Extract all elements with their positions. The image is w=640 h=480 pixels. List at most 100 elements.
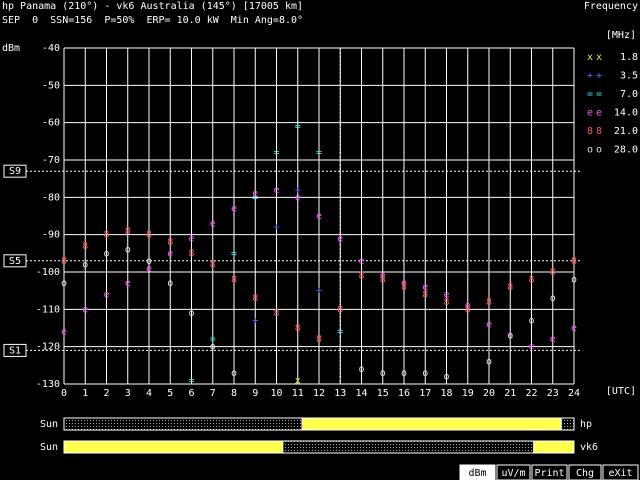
- data-point: e: [82, 304, 88, 315]
- data-point: 8: [295, 323, 301, 334]
- data-point: e: [528, 342, 534, 353]
- y-tick-label: -70: [42, 155, 60, 166]
- y-tick-label: -130: [36, 379, 60, 390]
- data-point: o: [61, 278, 67, 289]
- x-tick-label: 0: [61, 388, 67, 399]
- data-point: =: [337, 327, 343, 338]
- data-point: 8: [252, 293, 258, 304]
- data-point: o: [507, 330, 513, 341]
- y-tick-label: -40: [42, 43, 60, 54]
- y-tick-label: -80: [42, 192, 60, 203]
- data-point: e: [295, 192, 301, 203]
- data-point: e: [380, 271, 386, 282]
- legend-marker: 8: [587, 126, 593, 137]
- sun-station: hp: [580, 419, 592, 430]
- y-tick-label: -90: [42, 230, 60, 241]
- data-point: =: [316, 148, 322, 159]
- legend-label: 3.5: [620, 71, 638, 82]
- legend-marker: +: [596, 71, 602, 82]
- legend-marker: =: [587, 89, 593, 100]
- legend-marker: =: [596, 89, 602, 100]
- x-tick-label: 16: [398, 388, 410, 399]
- data-point: =: [188, 375, 194, 386]
- button-bg[interactable]: [568, 464, 602, 480]
- header-line: hp Panama (210°) - vk6 Australia (145°) …: [2, 1, 303, 12]
- button-bg[interactable]: [531, 464, 568, 480]
- legend-marker: e: [587, 108, 593, 119]
- legend-marker: x: [587, 52, 593, 63]
- data-point: 8: [231, 274, 237, 285]
- s-marker-label: S5: [9, 256, 21, 267]
- legend-label: 21.0: [614, 126, 638, 137]
- data-point: 8: [146, 230, 152, 241]
- data-point: +: [316, 286, 322, 297]
- button[interactable]: eXit: [608, 468, 632, 479]
- data-point: 8: [507, 282, 513, 293]
- data-point: 8: [103, 230, 109, 241]
- data-point: e: [316, 211, 322, 222]
- data-point: 8: [167, 237, 173, 248]
- data-point: o: [380, 368, 386, 379]
- data-point: e: [337, 233, 343, 244]
- button[interactable]: dBm: [468, 468, 486, 479]
- data-point: e: [401, 278, 407, 289]
- data-point: 8: [380, 274, 386, 285]
- s-marker-label: S1: [9, 345, 21, 356]
- data-point: e: [507, 330, 513, 341]
- data-point: o: [167, 278, 173, 289]
- x-tick-label: 12: [313, 388, 325, 399]
- data-point: 8: [337, 304, 343, 315]
- data-point: 8: [528, 274, 534, 285]
- data-point: 8: [273, 308, 279, 319]
- data-point: e: [486, 319, 492, 330]
- data-point: 8: [188, 248, 194, 259]
- y-tick-label: -60: [42, 118, 60, 129]
- sun-station: vk6: [580, 442, 598, 453]
- data-point: e: [465, 301, 471, 312]
- button[interactable]: Chg: [576, 468, 594, 479]
- data-point: e: [210, 218, 216, 229]
- data-point: +: [273, 222, 279, 233]
- x-tick-label: 17: [419, 388, 431, 399]
- button-bg[interactable]: [602, 464, 639, 480]
- legend-label: 14.0: [614, 108, 638, 119]
- sun-label: Sun: [40, 419, 58, 430]
- x-tick-label: 5: [167, 388, 173, 399]
- x-tick-label: 7: [210, 388, 216, 399]
- x-tick-label: 20: [483, 388, 495, 399]
- data-point: o: [358, 364, 364, 375]
- data-point: 8: [486, 297, 492, 308]
- button[interactable]: Print: [534, 468, 564, 479]
- data-point: +: [252, 316, 258, 327]
- x-tick-label: 3: [125, 388, 131, 399]
- y-tick-label: -120: [36, 342, 60, 353]
- x-tick-label: 13: [334, 388, 346, 399]
- legend-marker: x: [596, 52, 602, 63]
- data-point: o: [528, 316, 534, 327]
- data-point: e: [252, 189, 258, 200]
- button-bg[interactable]: [459, 464, 496, 480]
- legend-marker: o: [596, 145, 602, 156]
- data-point: e: [443, 289, 449, 300]
- data-point: 8: [82, 241, 88, 252]
- button[interactable]: uV/m: [501, 468, 525, 479]
- data-point: =: [210, 334, 216, 345]
- data-point: e: [231, 204, 237, 215]
- data-point: o: [550, 293, 556, 304]
- data-point: 8: [358, 271, 364, 282]
- data-point: =: [273, 148, 279, 159]
- y-tick-label: -50: [42, 80, 60, 91]
- x-tick-label: 6: [188, 388, 194, 399]
- x-tick-label: 14: [355, 388, 367, 399]
- legend-marker: 8: [596, 126, 602, 137]
- data-point: 8: [401, 282, 407, 293]
- day-band: [301, 417, 562, 431]
- data-point: o: [571, 274, 577, 285]
- button-bg[interactable]: [496, 464, 531, 480]
- legend-label: 7.0: [620, 89, 638, 100]
- x-tick-label: 8: [231, 388, 237, 399]
- legend-title: [MHz]: [606, 30, 636, 41]
- x-tick-label: 15: [377, 388, 389, 399]
